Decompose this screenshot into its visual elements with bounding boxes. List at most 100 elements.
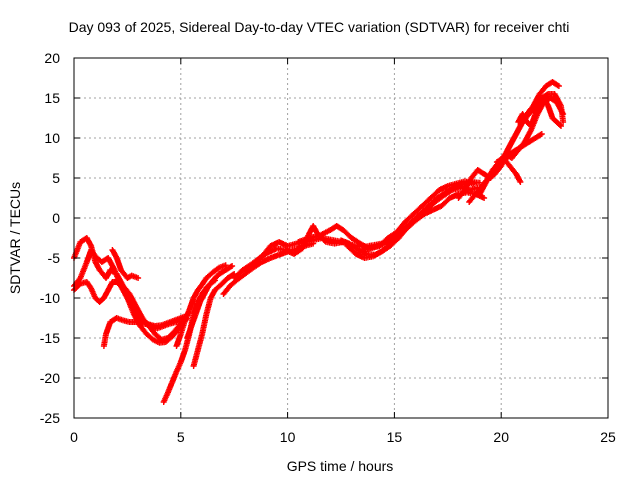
data-point <box>532 131 544 141</box>
data-point <box>423 200 437 213</box>
data-point <box>536 84 548 97</box>
data-point <box>135 275 142 281</box>
data-point <box>169 325 183 340</box>
data-point <box>132 303 145 320</box>
data-point <box>493 159 506 169</box>
data-point <box>220 284 232 297</box>
data-point <box>340 227 354 240</box>
data-point <box>511 124 523 141</box>
data-point <box>162 334 174 345</box>
data-point <box>348 235 362 246</box>
data-point <box>224 271 236 281</box>
data-point <box>239 262 253 273</box>
plot-frame <box>73 57 609 419</box>
data-point <box>83 279 94 291</box>
data-point <box>150 336 161 345</box>
data-point <box>395 225 410 241</box>
y-tick-label: -10 <box>40 290 60 306</box>
data-point <box>124 273 134 281</box>
data-point <box>105 255 117 272</box>
data-point <box>194 282 205 293</box>
x-tick-label: 10 <box>280 429 296 445</box>
data-point <box>250 259 264 271</box>
x-tick-label: 5 <box>177 429 185 445</box>
series-20 <box>493 155 524 185</box>
data-point <box>547 95 559 105</box>
data-point <box>316 227 332 239</box>
data-point <box>517 179 524 185</box>
data-point <box>513 143 525 153</box>
data-point <box>404 218 418 231</box>
data-point <box>203 296 214 317</box>
data-point <box>229 263 236 269</box>
data-point <box>226 278 239 289</box>
data-point <box>252 252 266 265</box>
series-2 <box>71 279 191 332</box>
data-point <box>470 180 477 187</box>
data-point <box>194 332 205 353</box>
data-point <box>410 204 424 217</box>
data-point <box>432 193 446 205</box>
data-point <box>393 220 407 236</box>
data-point <box>523 104 536 117</box>
data-point <box>412 212 426 224</box>
y-tick-label: 15 <box>44 90 60 106</box>
series-4 <box>109 247 142 281</box>
data-point <box>201 284 211 297</box>
y-tick-label: 0 <box>52 210 60 226</box>
data-point <box>530 92 542 109</box>
y-tick-label: 20 <box>44 50 60 66</box>
data-point <box>504 136 517 153</box>
series-14 <box>344 189 488 261</box>
data-point <box>553 99 566 116</box>
data-point <box>481 195 488 201</box>
data-point <box>500 155 512 168</box>
data-marks <box>71 79 567 405</box>
data-point <box>216 267 228 277</box>
data-point <box>124 295 136 312</box>
y-tick-label: -25 <box>40 410 60 426</box>
data-point <box>233 272 247 284</box>
data-point <box>549 115 559 124</box>
data-point <box>135 315 147 325</box>
data-point <box>387 236 401 249</box>
data-point <box>190 348 201 369</box>
data-point <box>378 243 392 255</box>
data-point <box>461 176 474 193</box>
data-point <box>526 135 538 145</box>
data-point <box>88 247 98 259</box>
data-point <box>476 180 489 197</box>
data-point <box>560 111 567 117</box>
y-tick-label: 10 <box>44 130 60 146</box>
data-point <box>427 188 441 201</box>
data-point <box>466 192 478 205</box>
data-point <box>519 139 531 149</box>
data-point <box>241 265 255 277</box>
data-point <box>558 123 564 129</box>
data-point <box>402 212 416 225</box>
series-7 <box>184 263 236 341</box>
x-tick-label: 25 <box>600 429 616 445</box>
grid-lines <box>74 58 608 418</box>
data-point <box>88 285 98 300</box>
series-6 <box>173 262 229 349</box>
y-tick-label: -5 <box>48 250 61 266</box>
series-21 <box>515 95 564 129</box>
data-point <box>77 260 90 281</box>
data-point <box>333 223 345 233</box>
data-point <box>113 279 123 288</box>
data-point <box>474 167 486 177</box>
series-15 <box>359 178 477 253</box>
x-tick-label: 20 <box>493 429 509 445</box>
data-point <box>96 296 106 305</box>
data-point <box>143 331 155 342</box>
data-point <box>385 230 399 241</box>
data-point <box>291 246 305 257</box>
data-point <box>344 243 358 256</box>
data-point <box>346 240 360 252</box>
data-point <box>199 276 209 288</box>
data-point <box>440 187 454 199</box>
data-point <box>203 270 215 281</box>
data-point <box>118 283 130 300</box>
